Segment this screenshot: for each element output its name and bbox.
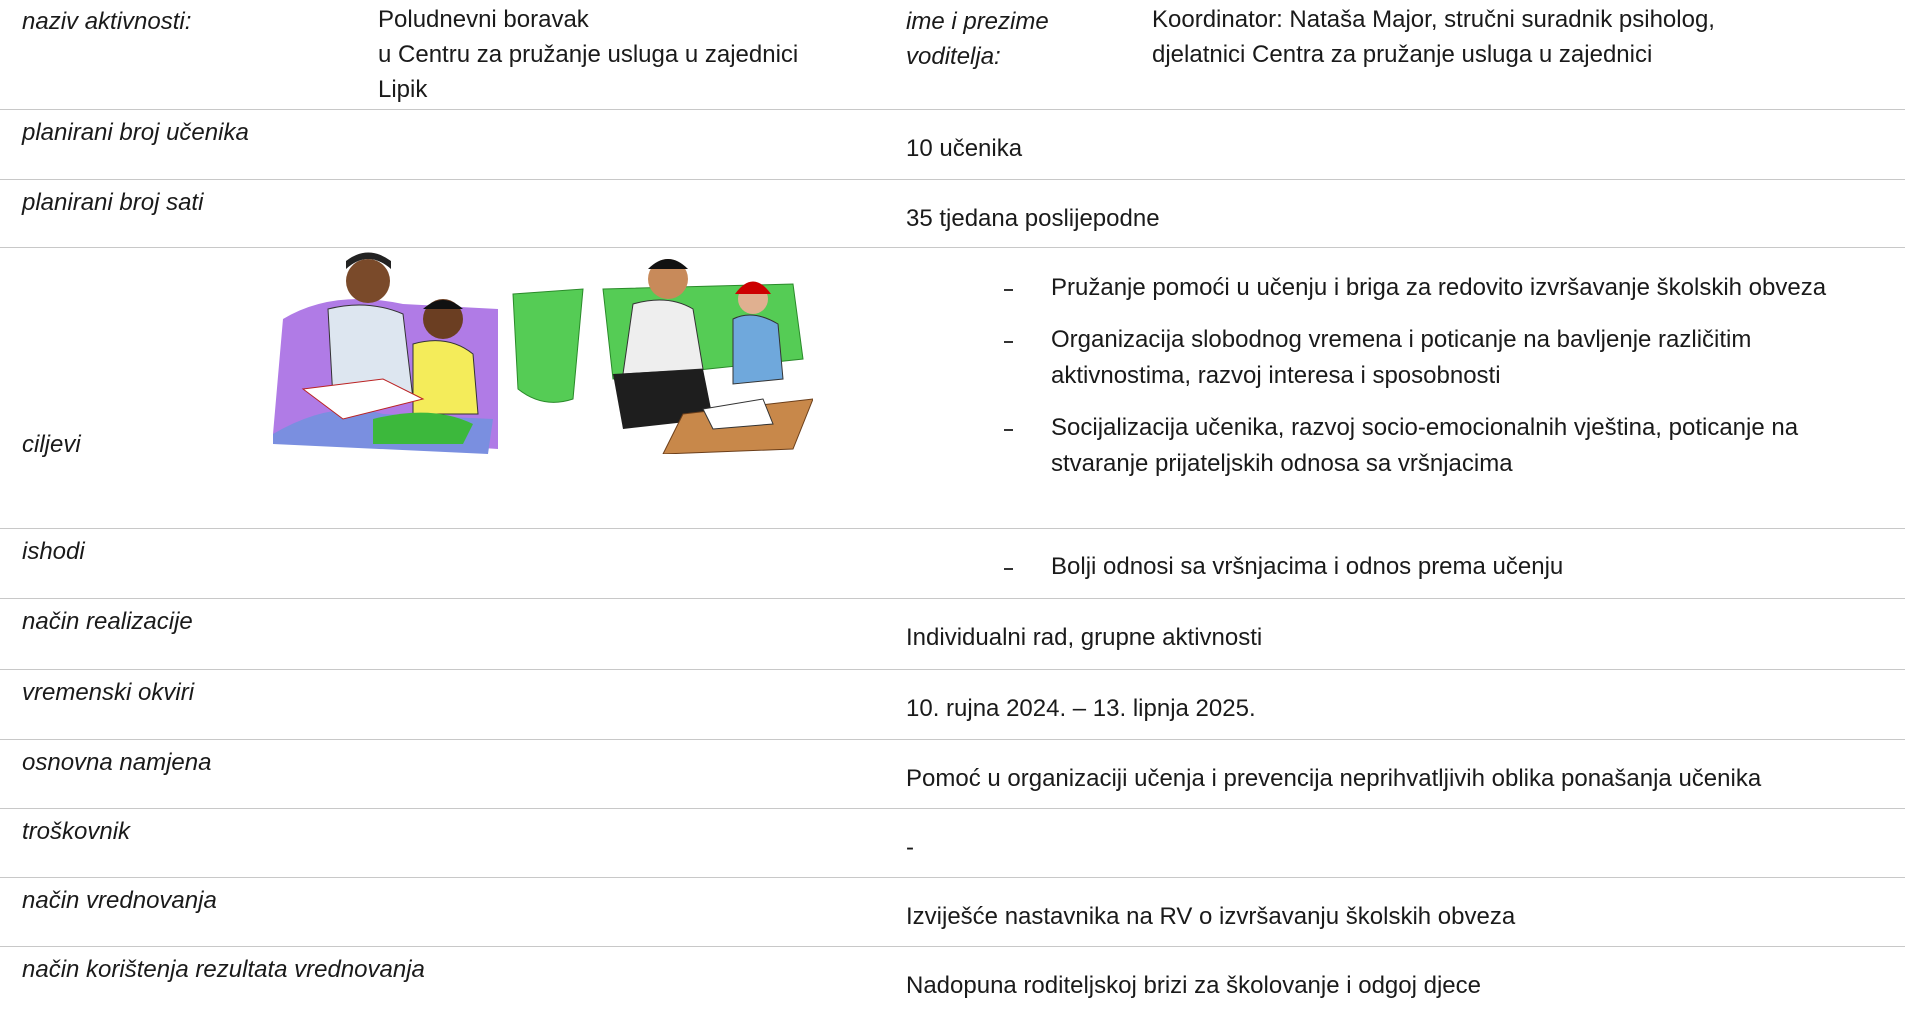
row-divider — [0, 528, 1905, 529]
row-value: 35 tjedana poslijepodne — [906, 205, 1160, 232]
bullet-text: Pružanje pomoći u učenju i briga za redo… — [1051, 274, 1827, 301]
row-value: Individualni rad, grupne aktivnosti — [906, 624, 1263, 651]
header-label: naziv aktivnosti: — [22, 8, 192, 35]
bullet-text: Bolji odnosi sa vršnjacima i odnos prema… — [1051, 553, 1564, 580]
activity-name: Lipik — [378, 76, 428, 103]
row-value: 10. rujna 2024. – 13. lipnja 2025. — [906, 695, 1256, 722]
bullet-text: Socijalizacija učenika, razvoj socio-emo… — [1051, 414, 1799, 477]
row-label: ciljevi — [22, 431, 81, 458]
row-divider — [0, 877, 1905, 878]
bullet-marker — [1004, 341, 1013, 343]
row-label: planirani broj učenika — [22, 119, 249, 146]
row-divider — [0, 179, 1905, 180]
clip-art — [273, 252, 813, 454]
row-label: vremenski okviri — [22, 679, 195, 706]
bullet-marker — [1004, 289, 1013, 291]
activity-name: Poludnevni boravak — [378, 6, 589, 33]
row-label: planirani broj sati — [22, 189, 204, 216]
row-value: 10 učenika — [906, 135, 1023, 162]
row-value: - — [906, 834, 914, 861]
row-divider — [0, 669, 1905, 670]
row-divider — [0, 808, 1905, 809]
bullet-marker — [1004, 568, 1013, 570]
row-divider — [0, 247, 1905, 248]
row-divider — [0, 739, 1905, 740]
row-label: način realizacije — [22, 608, 193, 635]
row-value: Pomoć u organizaciji učenja i prevencija… — [906, 765, 1762, 792]
row-divider — [0, 598, 1905, 599]
activity-name: u Centru za pružanje usluga u zajednici — [378, 41, 799, 68]
row-label: osnovna namjena — [22, 749, 212, 776]
row-label: način korištenja rezultata vrednovanja — [22, 956, 425, 983]
row-label: ishodi — [22, 538, 85, 565]
leader: djelatnici Centra za pružanje usluga u z… — [1152, 41, 1653, 68]
bullet-marker — [1004, 429, 1013, 431]
row-label: način vrednovanja — [22, 887, 217, 914]
row-value: Nadopuna roditeljskoj brizi za školovanj… — [906, 972, 1482, 999]
leader-label: ime i prezime — [906, 8, 1049, 35]
bullet-text: Organizacija slobodnog vremena i potican… — [1051, 326, 1752, 389]
leader-label: voditelja: — [906, 43, 1001, 70]
row-value: Izviješće nastavnika na RV o izvršavanju… — [906, 903, 1516, 930]
row-divider — [0, 109, 1905, 110]
row-divider — [0, 946, 1905, 947]
row-label: troškovnik — [22, 818, 131, 845]
leader: Koordinator: Nataša Major, stručni surad… — [1152, 6, 1715, 33]
